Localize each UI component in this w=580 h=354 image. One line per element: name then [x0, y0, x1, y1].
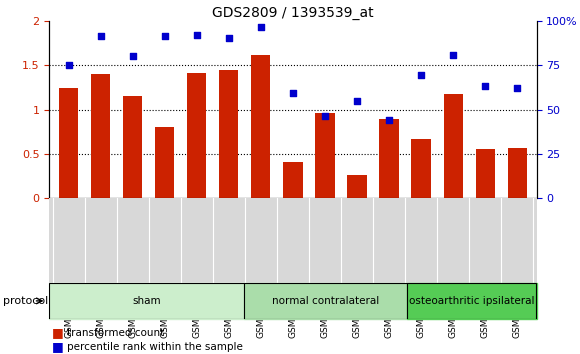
Bar: [123, 97, 142, 198]
Text: osteoarthritic ipsilateral: osteoarthritic ipsilateral: [409, 296, 534, 306]
Bar: [49, 283, 244, 319]
Bar: [407, 283, 536, 319]
Bar: [347, 175, 367, 198]
Text: percentile rank within the sample: percentile rank within the sample: [67, 342, 242, 352]
Bar: [411, 139, 431, 198]
Text: transformed count: transformed count: [67, 328, 164, 338]
Title: GDS2809 / 1393539_at: GDS2809 / 1393539_at: [212, 6, 374, 20]
Bar: [187, 74, 206, 198]
Point: [416, 73, 426, 78]
Bar: [476, 149, 495, 198]
Point: [128, 53, 137, 58]
Bar: [316, 113, 335, 198]
Point: [256, 25, 266, 30]
Point: [192, 32, 201, 37]
Point: [385, 118, 394, 123]
Text: normal contralateral: normal contralateral: [272, 296, 379, 306]
Bar: [59, 88, 78, 198]
Point: [481, 83, 490, 89]
Point: [448, 52, 458, 58]
Point: [288, 90, 298, 96]
Point: [96, 33, 105, 39]
Bar: [219, 70, 238, 198]
Text: ■: ■: [52, 326, 64, 339]
Text: ■: ■: [52, 341, 64, 353]
Bar: [91, 74, 110, 198]
Bar: [155, 127, 175, 198]
Bar: [379, 119, 398, 198]
Point: [160, 33, 169, 39]
Point: [224, 35, 233, 41]
Text: protocol: protocol: [3, 296, 48, 306]
Bar: [508, 148, 527, 198]
Point: [64, 62, 73, 68]
Point: [320, 113, 329, 119]
Point: [513, 85, 522, 91]
Bar: [283, 162, 303, 198]
Bar: [251, 55, 270, 198]
Bar: [244, 283, 407, 319]
Point: [353, 98, 362, 104]
Bar: [444, 94, 463, 198]
Text: sham: sham: [132, 296, 161, 306]
